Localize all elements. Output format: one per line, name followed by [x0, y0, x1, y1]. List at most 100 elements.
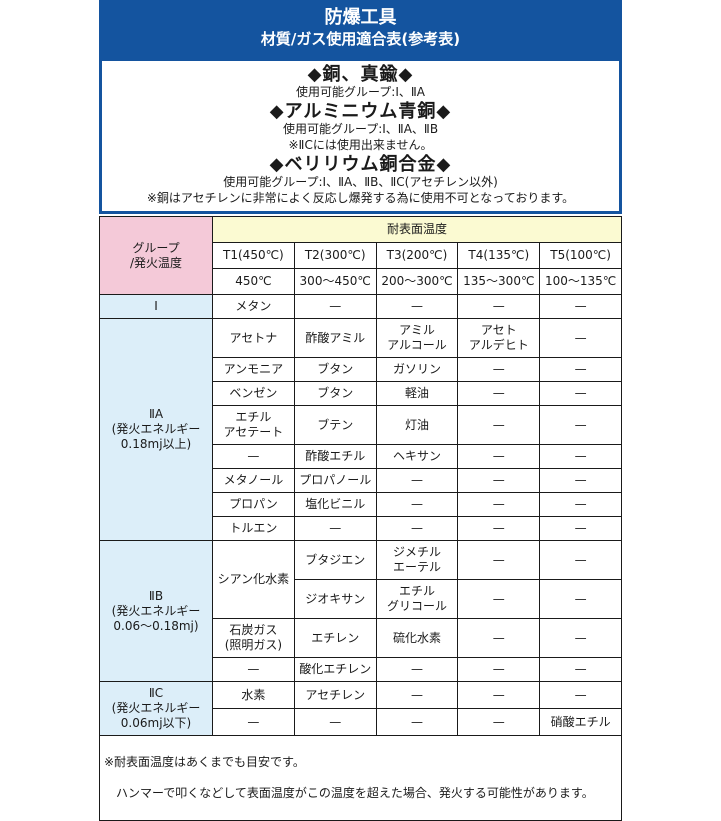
gas-cell: — [457, 357, 541, 383]
gas-cell: 酢酸エチル [293, 444, 377, 470]
table-row: T1(450℃) T2(300℃) T3(200℃) T4(135℃) T5(1… [100, 242, 622, 270]
gas-cell: — [293, 516, 377, 542]
temp-range-cell: 450℃ [212, 268, 295, 296]
gas-cell: 塩化ビニル [293, 492, 377, 518]
gas-cell: — [212, 657, 295, 683]
temp-range-cell: 300〜450℃ [293, 268, 377, 296]
material-heading-aluminum-bronze: ◆アルミニウム青銅◆ [269, 100, 452, 122]
temp-range-cell: 135〜300℃ [457, 268, 541, 296]
gas-cell: ブテン [293, 405, 377, 446]
gas-cell: — [375, 294, 459, 320]
temp-class-cell: T3(200℃) [375, 242, 459, 270]
page-title: 防爆工具 [324, 7, 397, 28]
gas-cell: — [457, 468, 541, 494]
material-note: ※ⅡCには使用出来ません。 [288, 138, 433, 153]
material-usable-groups: 使用可能グループ:Ⅰ、ⅡA、ⅡB、ⅡC(アセチレン以外) [223, 175, 498, 190]
gas-cell: — [457, 492, 541, 518]
gas-cell: — [539, 579, 622, 620]
temp-range-cell: 100〜135℃ [539, 268, 622, 296]
gas-cell: — [539, 444, 622, 470]
gas-cell: — [539, 492, 622, 518]
gas-cell: シアン化水素 [212, 540, 295, 620]
table-row: ※耐表面温度はあくまでも目安です。 ハンマーで叩くなどして表面温度がこの温度を超… [99, 735, 622, 821]
table-row: ⅡB (発火エネルギー 0.06〜0.18mj) シアン化水素 ブタジエン ジメ… [99, 540, 622, 683]
gas-cell: エチル アセテート [212, 405, 295, 446]
gas-cell: アミル アルコール [375, 318, 459, 359]
footnote-cell: ※耐表面温度はあくまでも目安です。 ハンマーで叩くなどして表面温度がこの温度を超… [99, 735, 622, 821]
table-row: ⅡC (発火エネルギー 0.06mj以下) 水素 アセチレン — — — [99, 681, 622, 737]
gas-cell: — [539, 618, 622, 659]
gas-cell: 硝酸エチル [539, 708, 622, 737]
temp-class-cell: T2(300℃) [293, 242, 377, 270]
gas-cell: プロパノール [293, 468, 377, 494]
gas-cell: ベンゼン [212, 381, 295, 407]
gas-cell: — [375, 492, 459, 518]
gas-cell: 硫化水素 [375, 618, 459, 659]
gas-cell: — [457, 618, 541, 659]
gas-cell: アセトナ [212, 318, 295, 359]
gas-cell: ヘキサン [375, 444, 459, 470]
footnote-line: ハンマーで叩くなどして表面温度がこの温度を超えた場合、発火する可能性があります。 [116, 786, 594, 801]
corner-header-cell: グループ /発火温度 [99, 216, 213, 296]
page-subtitle: 材質/ガス使用適合表(参考表) [260, 30, 461, 49]
table-row: 石炭ガス (照明ガス) エチレン 硫化水素 — — [100, 618, 622, 659]
gas-cell: — [457, 444, 541, 470]
table-row: 450℃ 300〜450℃ 200〜300℃ 135〜300℃ 100〜135℃ [100, 268, 622, 296]
gas-cell: 灯油 [375, 405, 459, 446]
gas-cell: ジオキサン [293, 579, 377, 620]
gas-cell: 酸化エチレン [293, 657, 377, 683]
gas-cell: — [457, 381, 541, 407]
group-label-cell: Ⅰ [99, 294, 213, 320]
gas-cell: — [539, 681, 622, 710]
gas-cell: — [539, 468, 622, 494]
gas-cell: アセチレン [293, 681, 377, 710]
gas-cell: — [457, 579, 541, 620]
gas-cell: ブタン [293, 381, 377, 407]
temp-class-cell: T5(100℃) [539, 242, 622, 270]
table-row: ⅡA (発火エネルギー 0.18mj以上) アセトナ 酢酸アミル アミル アルコ… [99, 318, 622, 542]
material-note: ※銅はアセチレンに非常によく反応し爆発する為に使用不可となっております。 [146, 190, 575, 205]
gas-cell: — [212, 708, 295, 737]
gas-cell: プロパン [212, 492, 295, 518]
gas-cell: — [212, 444, 295, 470]
material-usable-groups: 使用可能グループ:Ⅰ、ⅡA [296, 85, 425, 100]
gas-cell: — [457, 681, 541, 710]
table-row: グループ /発火温度 耐表面温度 [99, 216, 622, 296]
gas-cell: — [457, 294, 541, 320]
material-heading-copper-brass: ◆銅、真鍮◆ [307, 63, 414, 85]
gas-cell: — [375, 516, 459, 542]
gas-cell: — [539, 318, 622, 359]
table-row: メタノール プロパノール — — — [100, 468, 622, 494]
table-row: Ⅰ メタン — — — — [99, 294, 622, 320]
gas-cell: ガソリン [375, 357, 459, 383]
gas-cell: エチレン [293, 618, 377, 659]
gas-cell: 軽油 [375, 381, 459, 407]
gas-cell: — [457, 540, 541, 581]
material-usable-groups: 使用可能グループ:Ⅰ、ⅡA、ⅡB [282, 122, 439, 137]
gas-cell: — [375, 468, 459, 494]
gas-cell: — [457, 657, 541, 683]
material-heading-beryllium-copper: ◆ベリリウム銅合金◆ [269, 153, 452, 175]
temp-class-cell: T1(450℃) [212, 242, 295, 270]
gas-cell: — [457, 405, 541, 446]
material-info-box: ◆銅、真鍮◆ 使用可能グループ:Ⅰ、ⅡA ◆アルミニウム青銅◆ 使用可能グループ… [99, 57, 622, 215]
gas-cell: — [293, 294, 377, 320]
gas-cell: — [539, 540, 622, 581]
surface-temp-header-cell: 耐表面温度 [212, 216, 622, 244]
gas-cell: — [539, 405, 622, 446]
gas-cell: — [539, 294, 622, 320]
gas-cell: アンモニア [212, 357, 295, 383]
gas-cell: — [375, 708, 459, 737]
gas-cell: — [539, 381, 622, 407]
temp-range-cell: 200〜300℃ [375, 268, 459, 296]
gas-cell: 酢酸アミル [293, 318, 377, 359]
gas-cell: — [457, 516, 541, 542]
group-label-cell: ⅡC (発火エネルギー 0.06mj以下) [99, 681, 213, 737]
table-row: ベンゼン ブタン 軽油 — — [100, 381, 622, 407]
page-content: 防爆工具 材質/ガス使用適合表(参考表) ◆銅、真鍮◆ 使用可能グループ:Ⅰ、Ⅱ… [99, 0, 622, 821]
gas-cell: ブタジエン [293, 540, 377, 581]
temp-class-cell: T4(135℃) [457, 242, 541, 270]
gas-cell: — [457, 708, 541, 737]
group-label-cell: ⅡA (発火エネルギー 0.18mj以上) [99, 318, 213, 542]
title-banner: 防爆工具 材質/ガス使用適合表(参考表) [99, 0, 622, 58]
